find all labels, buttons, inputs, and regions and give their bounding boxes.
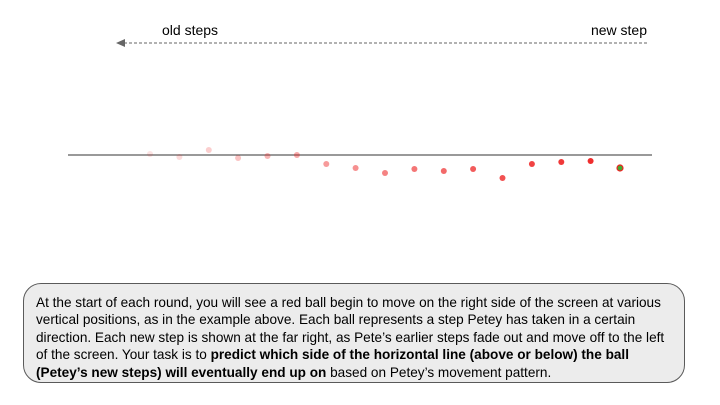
step-ball (176, 154, 183, 160)
new-step-label: new step (590, 22, 647, 38)
instructions-box: At the start of each round, you will see… (23, 283, 685, 383)
step-ball (323, 161, 330, 167)
step-ball (264, 153, 271, 159)
step-ball (293, 152, 300, 158)
ball-stage (68, 147, 652, 181)
direction-arrow (116, 39, 648, 47)
step-ball (587, 158, 594, 164)
step-ball (235, 155, 242, 161)
step-ball (440, 168, 447, 174)
instructions-text-end: based on Petey’s movement pattern. (326, 364, 552, 380)
step-ball (499, 175, 506, 181)
step-ball (382, 170, 388, 176)
step-ball (411, 166, 418, 172)
step-ball (558, 159, 565, 165)
old-steps-label: old steps (162, 22, 219, 38)
step-ball (147, 151, 153, 157)
step-ball (352, 165, 359, 171)
step-ball (470, 166, 477, 172)
current-step-ball (616, 164, 624, 172)
step-ball (528, 161, 535, 167)
instructions-text: At the start of each round, you will see… (36, 295, 665, 363)
ball-track (147, 147, 624, 181)
step-ball (205, 147, 212, 153)
instructions-emphasis: predict which side of the horizontal lin… (36, 347, 629, 380)
